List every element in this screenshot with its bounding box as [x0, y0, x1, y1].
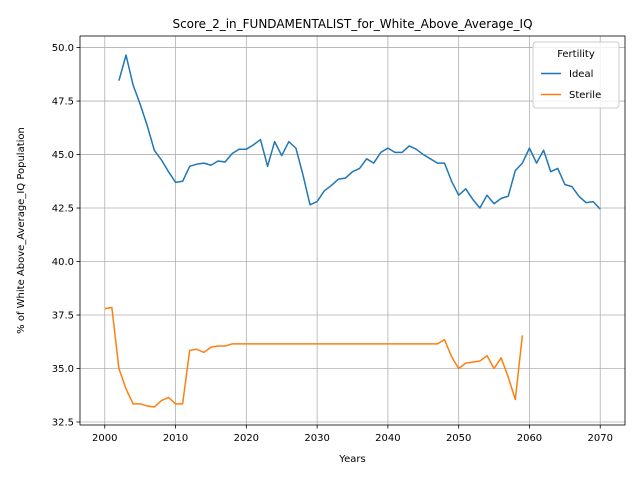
x-tick-label: 2040	[375, 433, 400, 444]
legend-label: Ideal	[569, 69, 593, 80]
y-tick-label: 35.0	[52, 364, 74, 375]
x-tick-label: 2060	[517, 433, 542, 444]
legend: Fertility Ideal Sterile	[532, 41, 620, 109]
legend-entries: Ideal Sterile	[541, 69, 601, 101]
y-tick-label: 47.5	[52, 97, 74, 108]
x-tick-label: 2010	[163, 433, 188, 444]
x-tick-label: 2000	[92, 433, 117, 444]
series-layer	[104, 54, 601, 408]
y-tick-label: 32.5	[52, 418, 74, 429]
y-axis-ticks: 32.5 35.0 37.5 40.0 42.5 45.0 47.5 50.0	[52, 43, 80, 429]
legend-label: Sterile	[569, 90, 601, 101]
x-tick-label: 2020	[234, 433, 259, 444]
y-tick-label: 37.5	[52, 311, 74, 322]
x-tick-label: 2030	[304, 433, 329, 444]
series-line-sterile	[104, 306, 524, 408]
legend-title: Fertility	[557, 49, 595, 60]
y-tick-label: 40.0	[52, 257, 74, 268]
series-line-ideal	[118, 54, 601, 210]
legend-box	[532, 41, 620, 109]
x-axis-ticks: 2000 2010 2020 2030 2040 2050 2060 2070	[92, 425, 613, 444]
y-tick-label: 42.5	[52, 204, 74, 215]
y-tick-label: 50.0	[52, 43, 74, 54]
y-axis-label: % of White Above_Average_IQ Population	[16, 127, 27, 334]
plot-frame	[79, 35, 626, 426]
x-tick-label: 2050	[446, 433, 471, 444]
chart-title: Score_2_in_FUNDAMENTALIST_for_White_Abov…	[172, 17, 532, 31]
x-axis-label: Years	[338, 454, 365, 465]
y-tick-label: 45.0	[52, 150, 74, 161]
x-tick-label: 2070	[588, 433, 613, 444]
